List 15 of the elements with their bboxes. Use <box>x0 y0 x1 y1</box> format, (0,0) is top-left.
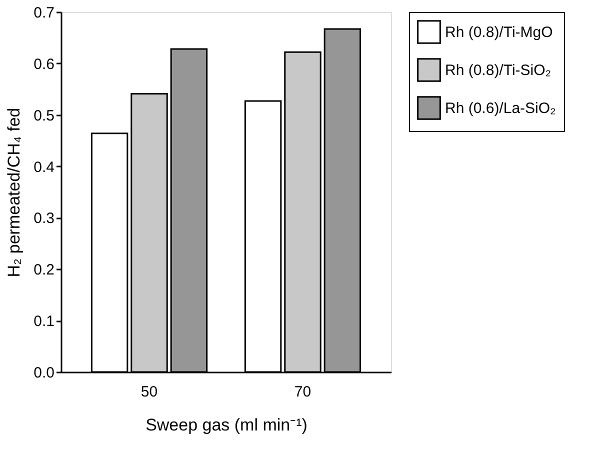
legend-label: Rh (0.8)/Ti-MgO <box>445 24 553 41</box>
y-tick-label: 0.2 <box>34 262 54 279</box>
x-tick-label: 70 <box>294 384 312 400</box>
y-tick-label: 0.3 <box>34 210 54 228</box>
y-tick-label: 0.5 <box>34 107 54 124</box>
y-axis-title: H₂ permeated/CH₄ fed <box>4 108 24 278</box>
x-tick-label: 50 <box>140 384 158 400</box>
y-tick-label: 0.6 <box>34 56 54 73</box>
y-tick-label: 0.7 <box>34 4 54 22</box>
y-tick-label: 0.0 <box>34 364 54 382</box>
y-tick-label: 0.1 <box>34 313 54 330</box>
legend-label: Rh (0.8)/Ti-SiO₂ <box>445 62 552 79</box>
x-axis-title: Sweep gas (ml min⁻¹) <box>146 416 308 434</box>
y-tick-label: 0.4 <box>34 158 54 176</box>
legend-label: Rh (0.6)/La-SiO₂ <box>445 100 556 117</box>
